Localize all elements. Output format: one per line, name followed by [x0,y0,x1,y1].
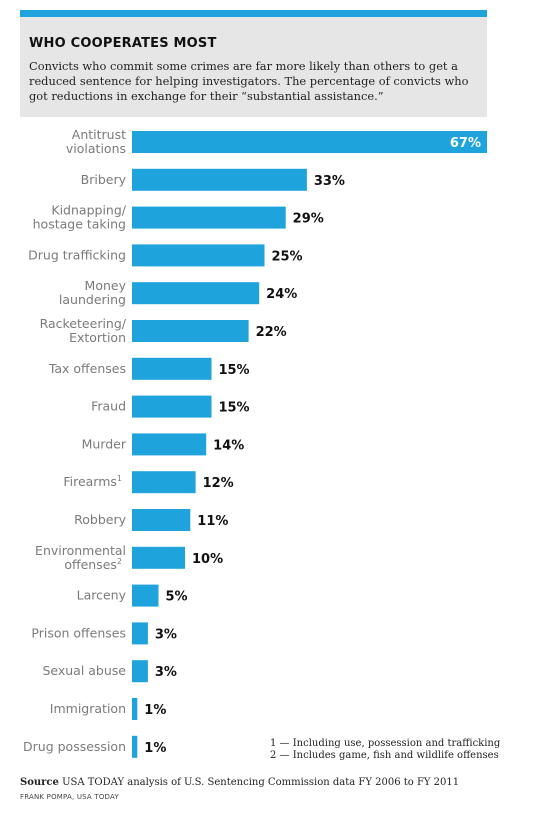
bar-chart: 67% Antitrust violations 33% Bribery 29% Kidna… [23,127,487,758]
category-label: Larceny [77,588,127,603]
category-label: Sexual abuse [42,663,126,678]
top-accent-rule [20,10,487,17]
category-label: Robbery [74,512,126,527]
category-label: Racketeering/Extortion [40,316,127,345]
bar [132,622,148,645]
bar-value-label: 1% [144,741,166,756]
category-label: Drug trafficking [28,247,126,262]
category-label: Bribery [81,172,127,187]
source-label: Source [20,777,59,788]
category-label: Immigration [50,701,126,716]
bar-value-label: 3% [155,665,177,680]
header-box [20,17,487,117]
bar-value-label: 12% [203,476,234,491]
bar [132,735,138,758]
chart-title: WHO COOPERATES MOST [29,36,217,51]
category-label: Firearms1 [63,474,122,489]
bar [132,131,487,153]
bar [132,509,191,531]
bar [132,168,307,191]
chart-subtitle: Convicts who commit some crimes are far … [29,59,469,103]
bar-value-label: 67% [450,136,481,151]
footnote-1: 1 — Including use, possession and traffi… [270,738,501,749]
bar [132,206,286,229]
bar [132,546,185,569]
bar [132,471,196,494]
bar [132,660,148,683]
bar-value-label: 33% [314,174,345,189]
category-label: Fraud [91,399,126,414]
bar-value-label: 14% [213,438,244,453]
source-line: Source USA TODAY analysis of U.S. Senten… [20,777,459,788]
bar-value-label: 25% [271,249,302,264]
bar-value-label: 24% [266,287,297,302]
footnotes: 1 — Including use, possession and traffi… [270,738,500,762]
bar [132,244,265,267]
footnote-2: 2 — Includes game, fish and wildlife off… [270,750,499,761]
bar [132,282,260,305]
category-label: Kidnapping/hostage taking [33,203,127,232]
bar [132,433,207,456]
category-label: Antitrust violations [66,127,126,156]
category-label: Prison offenses [31,625,126,640]
bar-value-label: 11% [197,514,228,529]
bar [132,320,249,342]
bar [132,584,159,607]
bar-value-label: 3% [155,627,177,642]
bar [132,357,212,380]
bar-value-label: 5% [165,590,187,605]
category-label: Environmental offenses2 [35,543,126,572]
bar [132,698,138,720]
bar [132,395,212,418]
category-label: Murder [82,436,127,451]
category-label: Drug possession [23,739,126,754]
credit-line: FRANK POMPA, USA TODAY [20,793,119,801]
bar-value-label: 1% [144,703,166,718]
bar-value-label: 15% [218,401,249,416]
bar-value-label: 29% [293,212,324,227]
bar-value-label: 10% [192,552,223,567]
category-label: Tax offenses [48,361,126,376]
source-text: USA TODAY analysis of U.S. Sentencing Co… [58,777,460,788]
category-label: Money laundering [59,278,127,307]
bar-value-label: 22% [256,325,287,340]
bar-value-label: 15% [218,363,249,378]
